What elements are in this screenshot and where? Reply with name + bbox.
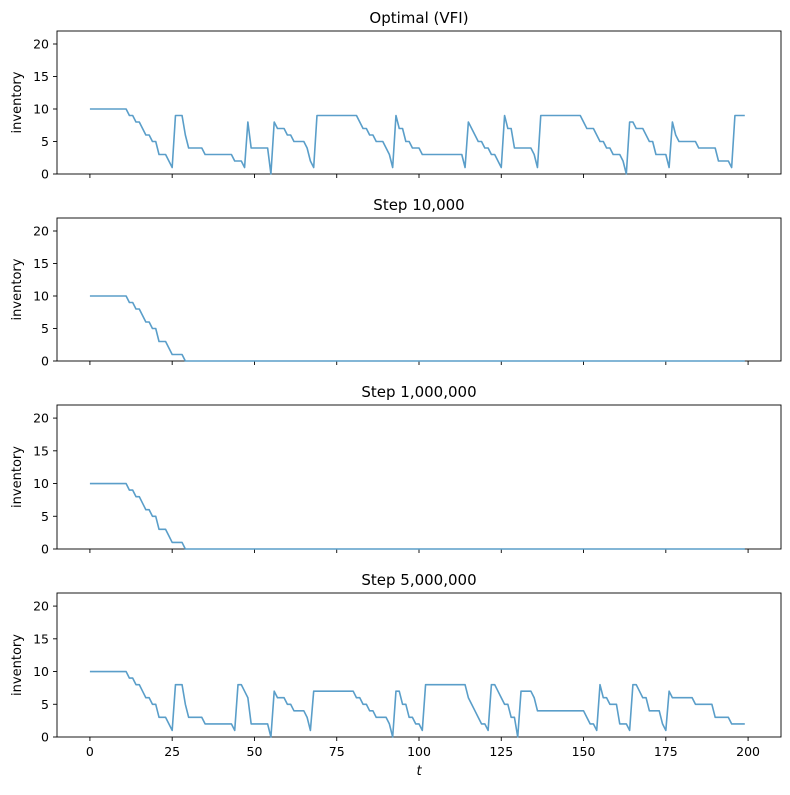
series-line-inventory	[89, 670, 745, 738]
subplot-1: Optimal (VFI) 0 5 10 15 20 inventory	[10, 9, 782, 182]
y-tick-label: 15	[33, 443, 49, 458]
x-tick-label: 50	[247, 744, 263, 759]
x-tick-label: 150	[572, 744, 596, 759]
x-tick-label: 125	[489, 744, 513, 759]
y-tick-label: 0	[41, 730, 49, 745]
y-tick-label: 5	[41, 134, 49, 149]
y-tick-label: 20	[33, 37, 49, 52]
y-tick-label: 5	[41, 509, 49, 524]
y-tick-label: 10	[33, 664, 49, 679]
y-tick-label: 5	[41, 697, 49, 712]
x-tick-label: 200	[736, 744, 760, 759]
y-tick-label: 20	[33, 411, 49, 426]
axes-frame	[56, 592, 782, 738]
axes-frame	[56, 404, 782, 550]
y-axis-label: inventory	[10, 71, 25, 133]
y-tick-label: 10	[33, 289, 49, 304]
y-tick-label: 0	[41, 542, 49, 557]
subplot-title: Step 1,000,000	[361, 383, 476, 401]
y-tick-label: 10	[33, 476, 49, 491]
y-tick-label: 10	[33, 102, 49, 117]
y-axis-label: inventory	[10, 634, 25, 696]
subplot-2: Step 10,000 0 5 10 15 20 inventory	[10, 196, 782, 369]
series-line-inventory	[89, 482, 745, 550]
axes-frame	[56, 30, 782, 175]
subplot-title: Step 5,000,000	[361, 571, 476, 589]
y-tick-label: 20	[33, 599, 49, 614]
subplot-title: Step 10,000	[373, 196, 464, 214]
axes-frame	[56, 217, 782, 362]
y-tick-label: 0	[41, 354, 49, 369]
subplot-title: Optimal (VFI)	[369, 9, 468, 27]
series-line-inventory	[89, 108, 745, 175]
x-tick-label: 100	[407, 744, 431, 759]
y-axis-label: inventory	[10, 258, 25, 320]
y-tick-label: 15	[33, 69, 49, 84]
y-tick-label: 15	[33, 631, 49, 646]
x-tick-label: 175	[654, 744, 678, 759]
subplot-3: Step 1,000,000 0 5 10 15 20 inventory	[10, 383, 782, 557]
x-tick-label: 25	[164, 744, 180, 759]
x-tick-label: 0	[86, 744, 94, 759]
y-tick-label: 0	[41, 167, 49, 182]
x-axis-label: t	[416, 764, 422, 779]
series-line-inventory	[89, 295, 745, 362]
x-tick-label: 75	[329, 744, 345, 759]
y-tick-label: 15	[33, 256, 49, 271]
y-tick-label: 20	[33, 224, 49, 239]
y-axis-label: inventory	[10, 446, 25, 508]
y-tick-label: 5	[41, 321, 49, 336]
